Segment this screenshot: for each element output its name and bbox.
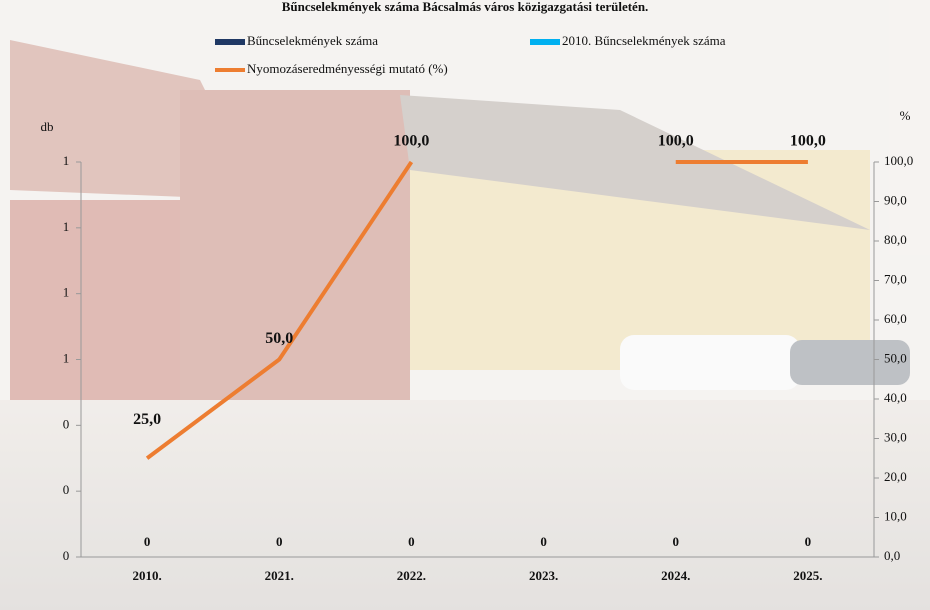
line-value-label: 25,0	[133, 411, 161, 428]
y-tick-label: 1	[63, 219, 70, 234]
line-value-label: 50,0	[265, 330, 293, 347]
bar-value-label: 0	[144, 534, 151, 549]
bar-value-label: 0	[276, 534, 283, 549]
x-tick-label: 2024.	[661, 568, 690, 583]
chart-title: Bűncselekmények száma Bácsalmás város kö…	[282, 0, 649, 14]
y2-axis-title: %	[900, 108, 911, 123]
y2-tick-label: 20,0	[884, 469, 907, 484]
y-tick-label: 1	[63, 285, 70, 300]
x-tick-label: 2025.	[793, 568, 822, 583]
x-tick-label: 2010.	[132, 568, 161, 583]
y2-tick-label: 50,0	[884, 350, 907, 365]
x-tick-label: 2022.	[397, 568, 426, 583]
bar-value-label: 0	[408, 534, 415, 549]
line-value-label: 100,0	[658, 133, 694, 150]
y2-tick-label: 10,0	[884, 508, 907, 523]
y2-tick-label: 30,0	[884, 429, 907, 444]
legend-label: Nyomozáseredményességi mutató (%)	[247, 61, 448, 76]
y-axis-title: db	[41, 119, 54, 134]
bar-value-label: 0	[540, 534, 547, 549]
y2-tick-label: 80,0	[884, 232, 907, 247]
y2-tick-label: 90,0	[884, 192, 907, 207]
y-tick-label: 0	[63, 416, 70, 431]
y-tick-label: 1	[63, 153, 70, 168]
y2-tick-label: 0,0	[884, 548, 900, 563]
line-value-label: 100,0	[790, 133, 826, 150]
y2-tick-label: 60,0	[884, 311, 907, 326]
legend-label: Bűncselekmények száma	[247, 33, 378, 48]
legend-swatch	[530, 39, 560, 45]
x-tick-label: 2021.	[265, 568, 294, 583]
y2-tick-label: 40,0	[884, 390, 907, 405]
x-tick-label: 2023.	[529, 568, 558, 583]
y2-tick-label: 70,0	[884, 271, 907, 286]
y-tick-label: 0	[63, 548, 70, 563]
y-tick-label: 1	[63, 350, 70, 365]
legend-swatch	[215, 39, 245, 45]
line-value-label: 100,0	[393, 133, 429, 150]
legend-label: 2010. Bűncselekmények száma	[562, 33, 726, 48]
y-tick-label: 0	[63, 482, 70, 497]
line	[145, 160, 808, 460]
bar-value-label: 0	[805, 534, 812, 549]
bar-value-label: 0	[673, 534, 680, 549]
y2-tick-label: 100,0	[884, 153, 913, 168]
